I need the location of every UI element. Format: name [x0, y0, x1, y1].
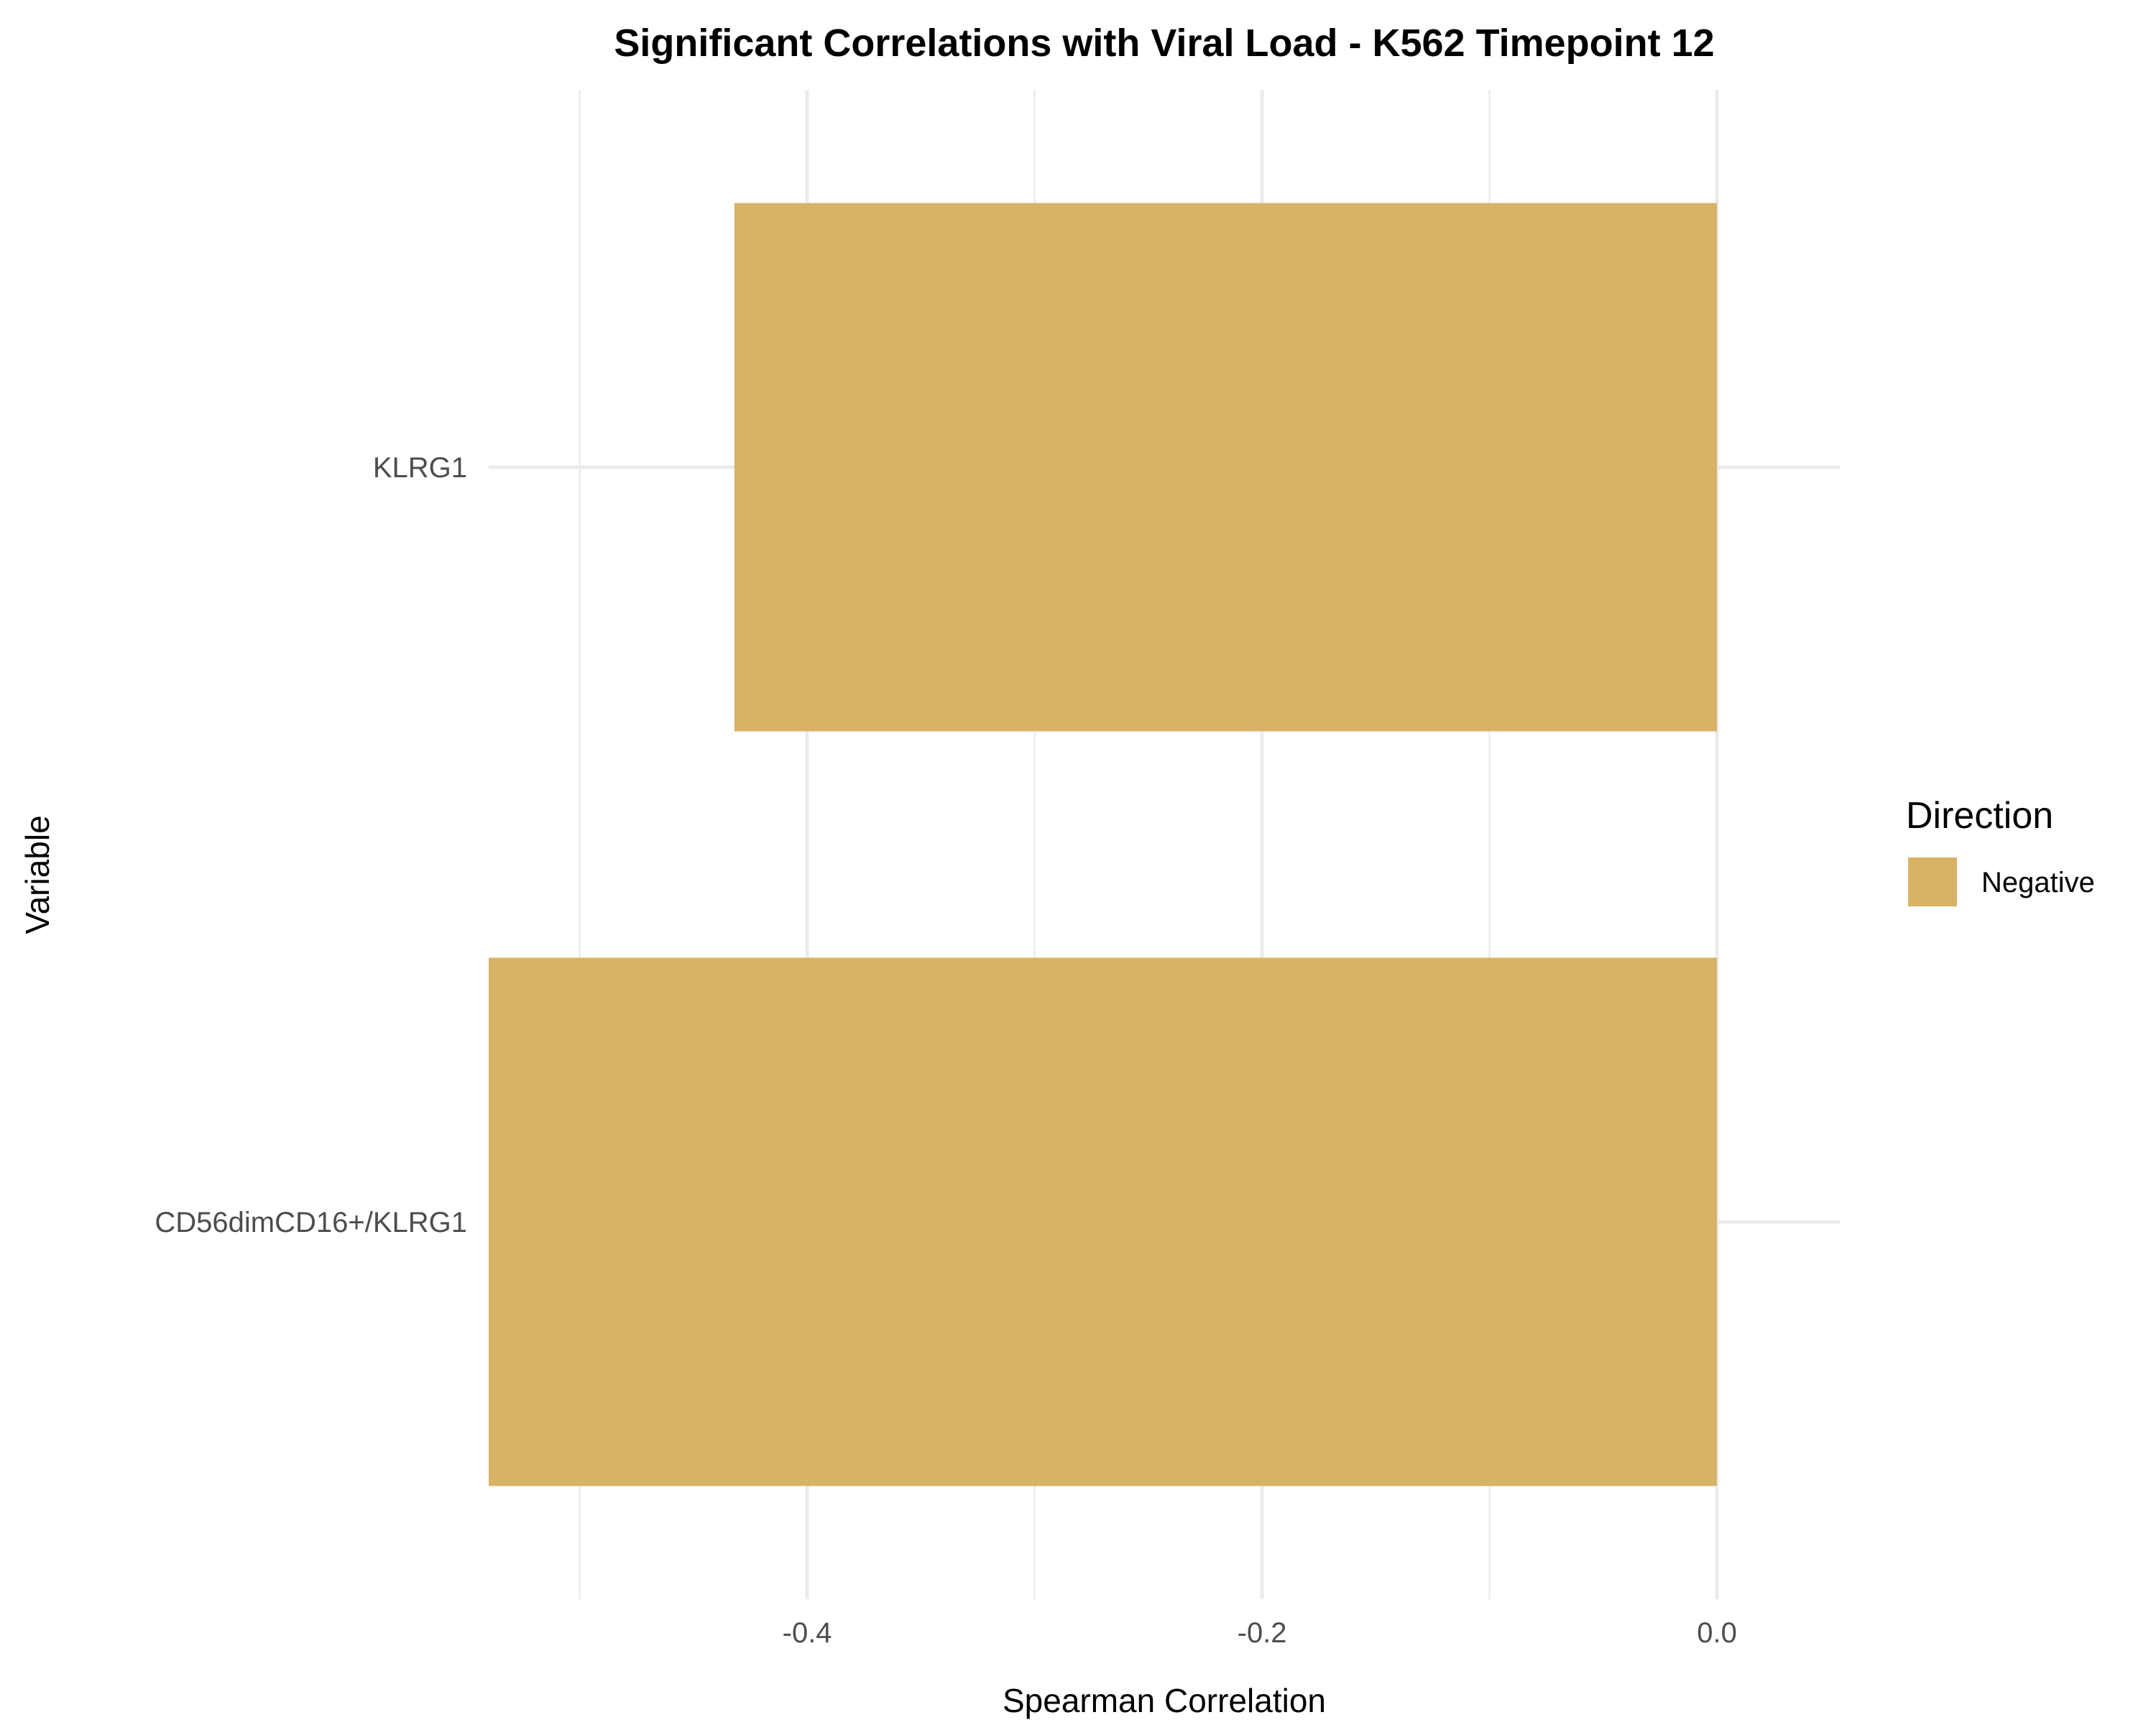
legend-swatch-negative	[1908, 857, 1957, 906]
x-tick-label: 0.0	[1697, 1617, 1737, 1649]
bar-klrg1	[734, 203, 1718, 732]
legend-title: Direction	[1906, 795, 2053, 837]
x-tick-label: -0.4	[783, 1617, 832, 1649]
legend-label-negative: Negative	[1981, 867, 2095, 898]
y-tick-label: CD56dimCD16+/KLRG1	[155, 1207, 467, 1238]
bar-cd56dimcd16-klrg1	[489, 957, 1718, 1486]
y-axis-title: Variable	[19, 815, 56, 934]
x-axis-title: Spearman Correlation	[1003, 1682, 1326, 1719]
x-tick-label: -0.2	[1238, 1617, 1287, 1649]
y-axis-ticks: KLRG1 CD56dimCD16+/KLRG1	[155, 452, 467, 1238]
chart-title: Significant Correlations with Viral Load…	[614, 22, 1714, 65]
legend: Direction Negative	[1906, 795, 2095, 906]
bars	[489, 203, 1718, 1486]
y-tick-label: KLRG1	[373, 452, 467, 484]
x-axis-ticks: -0.4 -0.2 0.0	[783, 1617, 1737, 1649]
